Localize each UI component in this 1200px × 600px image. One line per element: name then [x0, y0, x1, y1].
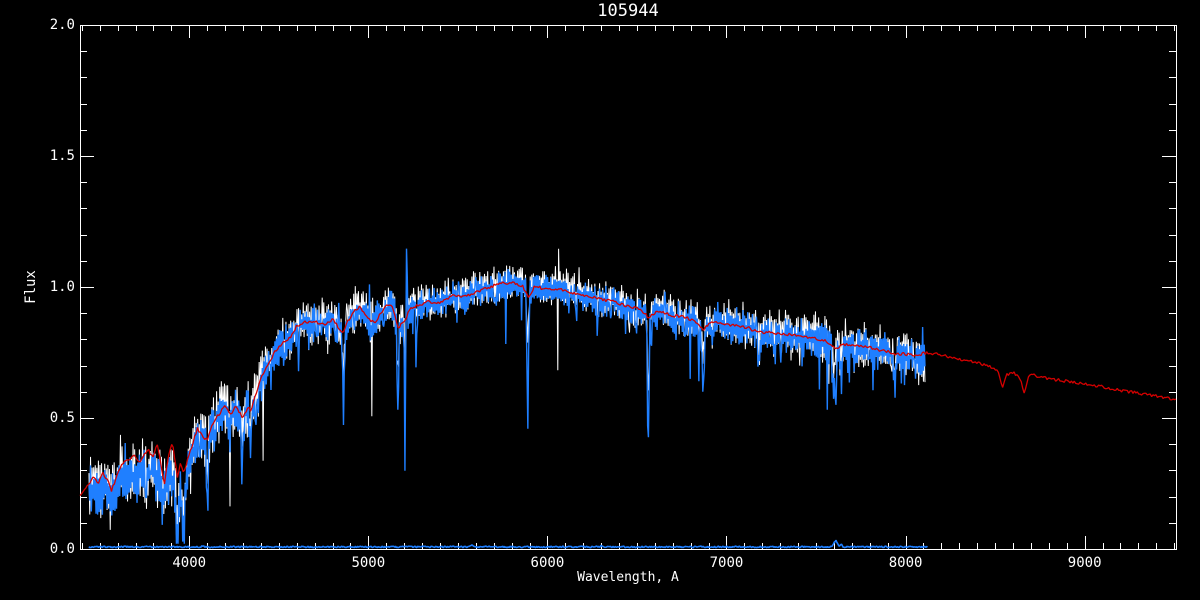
x-axis-label: Wavelength, A — [577, 570, 679, 585]
x-tick-label: 7000 — [709, 555, 744, 571]
x-tick-label: 9000 — [1067, 555, 1102, 571]
y-tick-label: 1.0 — [49, 279, 75, 295]
x-tick-label: 6000 — [530, 555, 565, 571]
x-tick-label: 5000 — [351, 555, 386, 571]
y-tick-label: 0.0 — [49, 541, 75, 557]
plot-title: 105944 — [597, 1, 659, 21]
y-tick-label: 2.0 — [49, 17, 75, 33]
x-tick-label: 4000 — [172, 555, 207, 571]
x-tick-label: 8000 — [888, 555, 923, 571]
y-tick-label: 0.5 — [49, 410, 75, 426]
y-tick-label: 1.5 — [49, 148, 75, 164]
